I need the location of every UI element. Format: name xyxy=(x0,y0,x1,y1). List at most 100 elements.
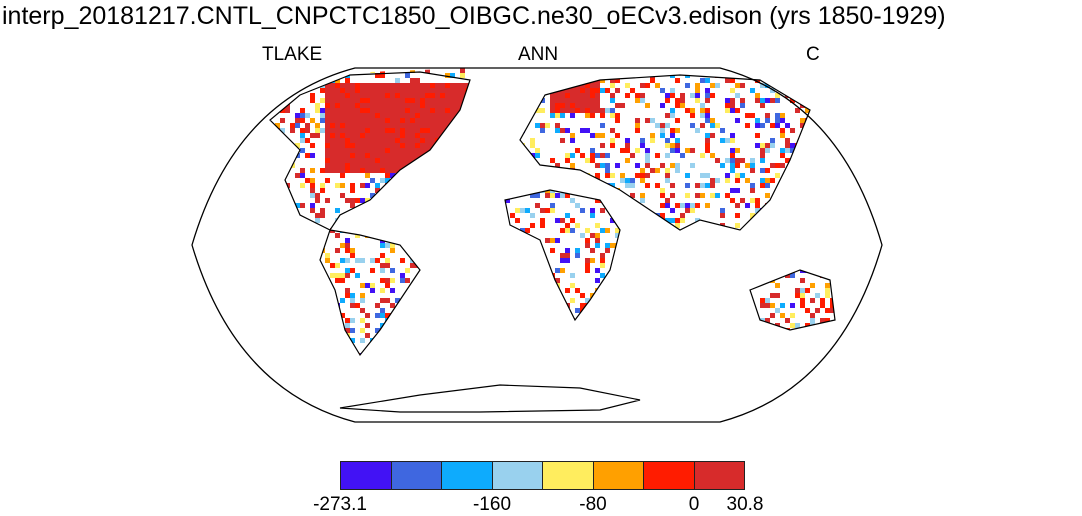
grid-cell xyxy=(290,298,295,303)
grid-cell xyxy=(600,123,605,128)
grid-cell xyxy=(695,93,700,98)
grid-cell xyxy=(480,243,485,248)
grid-cell xyxy=(695,253,700,258)
grid-cell xyxy=(565,248,570,253)
grid-cell xyxy=(825,163,830,168)
grid-cell xyxy=(445,98,450,103)
grid-cell xyxy=(765,118,770,123)
grid-cell xyxy=(485,248,490,253)
grid-cell xyxy=(310,313,315,318)
grid-cell xyxy=(450,73,455,78)
grid-cell xyxy=(425,338,430,343)
grid-cell xyxy=(680,263,685,268)
grid-cell xyxy=(705,288,710,293)
grid-cell xyxy=(680,318,685,323)
grid-cell xyxy=(345,88,350,93)
grid-cell xyxy=(770,138,775,143)
grid-cell xyxy=(270,223,275,228)
grid-cell xyxy=(485,148,490,153)
grid-cell xyxy=(835,283,840,288)
grid-cell xyxy=(830,183,835,188)
grid-cell xyxy=(380,113,385,118)
grid-cell xyxy=(780,148,785,153)
grid-cell xyxy=(830,98,835,103)
grid-cell xyxy=(480,163,485,168)
grid-cell xyxy=(340,273,345,278)
grid-cell xyxy=(370,113,375,118)
grid-cell xyxy=(585,98,590,103)
grid-cell xyxy=(765,263,770,268)
grid-cell xyxy=(410,143,415,148)
grid-cell xyxy=(455,123,460,128)
grid-cell xyxy=(375,138,380,143)
grid-cell xyxy=(650,358,655,363)
grid-cell xyxy=(790,148,795,153)
grid-cell xyxy=(330,158,335,163)
grid-cell xyxy=(460,338,465,343)
grid-cell xyxy=(545,73,550,78)
grid-cell xyxy=(460,123,465,128)
grid-cell xyxy=(740,263,745,268)
grid-cell xyxy=(300,113,305,118)
grid-cell xyxy=(790,128,795,133)
grid-cell xyxy=(600,208,605,213)
grid-cell xyxy=(535,203,540,208)
grid-cell xyxy=(560,73,565,78)
grid-cell xyxy=(675,163,680,168)
grid-cell xyxy=(600,258,605,263)
grid-cell xyxy=(410,223,415,228)
grid-cell xyxy=(585,258,590,263)
grid-cell xyxy=(625,148,630,153)
grid-cell xyxy=(385,103,390,108)
grid-cell xyxy=(390,88,395,93)
grid-cell xyxy=(460,203,465,208)
grid-cell xyxy=(405,118,410,123)
grid-cell xyxy=(280,128,285,133)
grid-cell xyxy=(660,203,665,208)
grid-cell xyxy=(260,263,265,268)
grid-cell xyxy=(355,168,360,173)
grid-cell xyxy=(365,83,370,88)
grid-cell xyxy=(265,118,270,123)
grid-cell xyxy=(440,143,445,148)
grid-cell xyxy=(540,108,545,113)
grid-cell xyxy=(795,158,800,163)
grid-cell xyxy=(290,263,295,268)
grid-cell xyxy=(745,258,750,263)
grid-cell xyxy=(790,343,795,348)
grid-cell xyxy=(395,83,400,88)
grid-cell xyxy=(565,158,570,163)
grid-cell xyxy=(445,108,450,113)
grid-cell xyxy=(710,258,715,263)
grid-cell xyxy=(345,238,350,243)
grid-cell xyxy=(280,258,285,263)
grid-cell xyxy=(490,163,495,168)
grid-cell xyxy=(525,348,530,353)
grid-cell xyxy=(570,173,575,178)
grid-cell xyxy=(405,183,410,188)
grid-cell xyxy=(835,168,840,173)
grid-cell xyxy=(595,293,600,298)
grid-cell xyxy=(765,298,770,303)
grid-cell xyxy=(760,303,765,308)
grid-cell xyxy=(530,303,535,308)
grid-cell xyxy=(425,293,430,298)
grid-cell xyxy=(440,343,445,348)
grid-cell xyxy=(445,153,450,158)
grid-cell xyxy=(325,118,330,123)
grid-cell xyxy=(815,308,820,313)
grid-cell xyxy=(835,293,840,298)
grid-cell xyxy=(650,218,655,223)
grid-cell xyxy=(300,108,305,113)
grid-cell xyxy=(265,268,270,273)
grid-cell xyxy=(550,78,555,83)
grid-cell xyxy=(515,218,520,223)
colorbar-box xyxy=(644,462,695,489)
grid-cell xyxy=(830,88,835,93)
grid-cell xyxy=(370,133,375,138)
grid-cell xyxy=(335,103,340,108)
grid-cell xyxy=(630,193,635,198)
grid-cell xyxy=(620,218,625,223)
grid-cell xyxy=(625,238,630,243)
grid-cell xyxy=(385,113,390,118)
